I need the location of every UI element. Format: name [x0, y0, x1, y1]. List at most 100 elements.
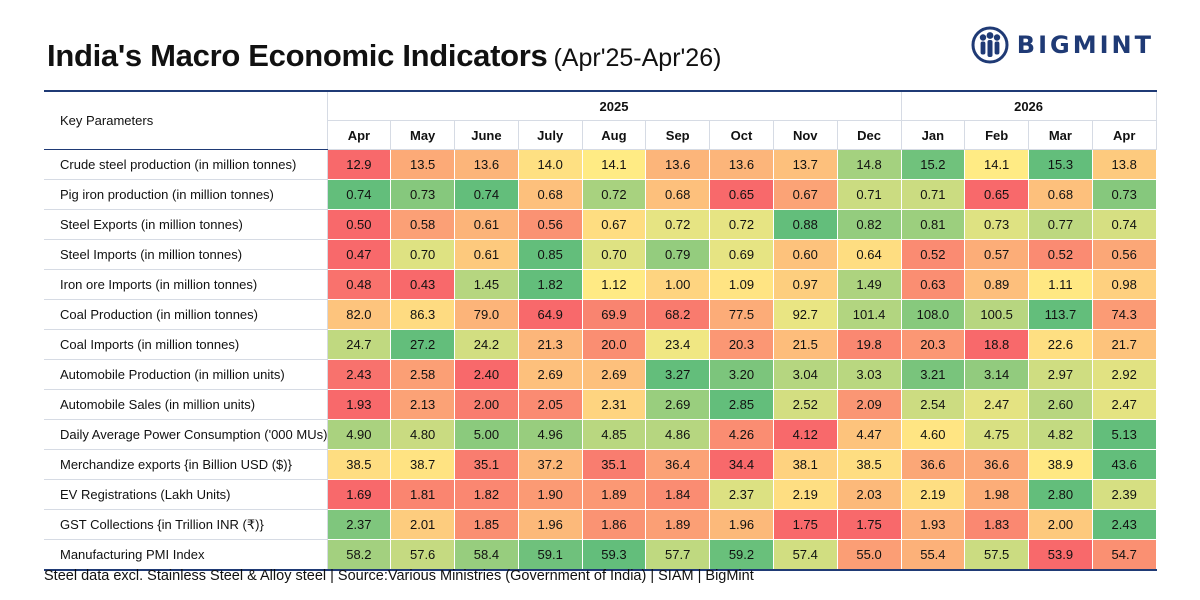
heatmap-cell: 1.82 [454, 479, 519, 510]
parameter-label: Steel Exports (in million tonnes) [44, 209, 328, 240]
heatmap-cell: 2.37 [709, 479, 774, 510]
heatmap-cell: 0.67 [582, 209, 647, 240]
heatmap-cell: 0.97 [773, 269, 838, 300]
heatmap-cell: 0.56 [1092, 239, 1157, 270]
bigmint-people-icon [971, 26, 1009, 64]
heatmap-cell: 35.1 [454, 449, 519, 480]
heatmap-cell: 113.7 [1028, 299, 1093, 330]
parameter-label: Coal Production (in million tonnes) [44, 299, 328, 330]
heatmap-cell: 1.09 [709, 269, 774, 300]
month-header: Sep [645, 120, 711, 150]
heatmap-cell: 0.74 [327, 179, 392, 210]
heatmap-cell: 2.52 [773, 389, 838, 420]
heatmap-cell: 4.80 [390, 419, 456, 450]
heatmap-cell: 2.58 [390, 359, 456, 390]
heatmap-cell: 2.60 [1028, 389, 1093, 420]
heatmap-cell: 14.1 [582, 149, 647, 180]
heatmap-cell: 4.75 [964, 419, 1030, 450]
heatmap-cell: 38.5 [327, 449, 392, 480]
heatmap-cell: 0.58 [390, 209, 456, 240]
parameter-label: Daily Average Power Consumption ('000 MU… [44, 419, 328, 450]
parameter-label: EV Registrations (Lakh Units) [44, 479, 328, 510]
heatmap-cell: 3.20 [709, 359, 774, 390]
indicators-heatmap-table: Key Parameters 2025 2026 Apr May June July Aug S… [44, 90, 1157, 571]
heatmap-cell: 24.7 [327, 329, 392, 360]
heatmap-cell: 3.14 [964, 359, 1030, 390]
heatmap-cell: 1.49 [837, 269, 902, 300]
heatmap-cell: 36.4 [645, 449, 711, 480]
heatmap-cell: 59.1 [518, 539, 583, 571]
heatmap-cell: 2.13 [390, 389, 456, 420]
heatmap-cell: 0.74 [1092, 209, 1157, 240]
heatmap-cell: 20.3 [901, 329, 966, 360]
heatmap-cell: 38.7 [390, 449, 456, 480]
title-date-range: (Apr'25-Apr'26) [553, 44, 722, 72]
heatmap-cell: 4.60 [901, 419, 966, 450]
heatmap-cell: 13.5 [390, 149, 456, 180]
key-parameters-header: Key Parameters [44, 91, 328, 150]
parameter-label: Iron ore Imports (in million tonnes) [44, 269, 328, 300]
heatmap-cell: 0.74 [454, 179, 519, 210]
heatmap-cell: 1.96 [709, 509, 774, 540]
heatmap-cell: 2.69 [645, 389, 711, 420]
heatmap-cell: 1.89 [582, 479, 647, 510]
heatmap-cell: 27.2 [390, 329, 456, 360]
table-row: EV Registrations (Lakh Units) 1.69 1.81 1.8… [44, 479, 1157, 510]
heatmap-cell: 3.21 [901, 359, 966, 390]
parameter-label: Coal Imports (in million tonnes) [44, 329, 328, 360]
heatmap-cell: 15.3 [1028, 149, 1093, 180]
heatmap-cell: 92.7 [773, 299, 838, 330]
heatmap-cell: 2.03 [837, 479, 902, 510]
heatmap-cell: 13.8 [1092, 149, 1157, 180]
heatmap-cell: 0.71 [901, 179, 966, 210]
heatmap-cell: 0.52 [901, 239, 966, 270]
heatmap-cell: 1.93 [901, 509, 966, 540]
heatmap-cell: 13.6 [645, 149, 711, 180]
heatmap-cell: 57.4 [773, 539, 838, 571]
month-header: Dec [837, 120, 902, 150]
parameter-label: Automobile Sales (in million units) [44, 389, 328, 420]
heatmap-cell: 21.5 [773, 329, 838, 360]
title-main: India's Macro Economic Indicators [47, 38, 548, 73]
heatmap-cell: 86.3 [390, 299, 456, 330]
heatmap-cell: 4.86 [645, 419, 711, 450]
table-row: Crude steel production (in million tonne… [44, 149, 1157, 180]
heatmap-cell: 1.84 [645, 479, 711, 510]
heatmap-cell: 2.00 [454, 389, 519, 420]
heatmap-cell: 0.56 [518, 209, 583, 240]
heatmap-cell: 82.0 [327, 299, 392, 330]
heatmap-cell: 4.12 [773, 419, 838, 450]
heatmap-cell: 0.65 [964, 179, 1030, 210]
heatmap-cell: 0.71 [837, 179, 902, 210]
parameter-label: Pig iron production (in million tonnes) [44, 179, 328, 210]
heatmap-cell: 1.00 [645, 269, 711, 300]
heatmap-cell: 0.73 [1092, 179, 1157, 210]
parameter-label: Manufacturing PMI Index [44, 539, 328, 571]
bigmint-logo: BIGMINT [971, 26, 1154, 64]
heatmap-cell: 0.50 [327, 209, 392, 240]
heatmap-cell: 0.43 [390, 269, 456, 300]
heatmap-cell: 0.63 [901, 269, 966, 300]
heatmap-cell: 68.2 [645, 299, 711, 330]
heatmap-cell: 2.43 [1092, 509, 1157, 540]
heatmap-cell: 2.47 [1092, 389, 1157, 420]
heatmap-cell: 2.37 [327, 509, 392, 540]
heatmap-cell: 0.65 [709, 179, 774, 210]
heatmap-cell: 24.2 [454, 329, 519, 360]
heatmap-cell: 20.0 [582, 329, 647, 360]
heatmap-cell: 57.6 [390, 539, 456, 571]
table-row: Coal Production (in million tonnes) 82.0 8… [44, 299, 1157, 330]
heatmap-cell: 1.75 [837, 509, 902, 540]
heatmap-cell: 2.01 [390, 509, 456, 540]
heatmap-cell: 1.90 [518, 479, 583, 510]
heatmap-cell: 43.6 [1092, 449, 1157, 480]
heatmap-cell: 4.82 [1028, 419, 1093, 450]
heatmap-cell: 58.4 [454, 539, 519, 571]
heatmap-cell: 21.7 [1092, 329, 1157, 360]
heatmap-cell: 38.9 [1028, 449, 1093, 480]
heatmap-cell: 0.98 [1092, 269, 1157, 300]
heatmap-cell: 2.19 [901, 479, 966, 510]
heatmap-cell: 13.6 [709, 149, 774, 180]
parameter-label: Automobile Production (in million units) [44, 359, 328, 390]
month-header: Apr [1092, 120, 1157, 150]
